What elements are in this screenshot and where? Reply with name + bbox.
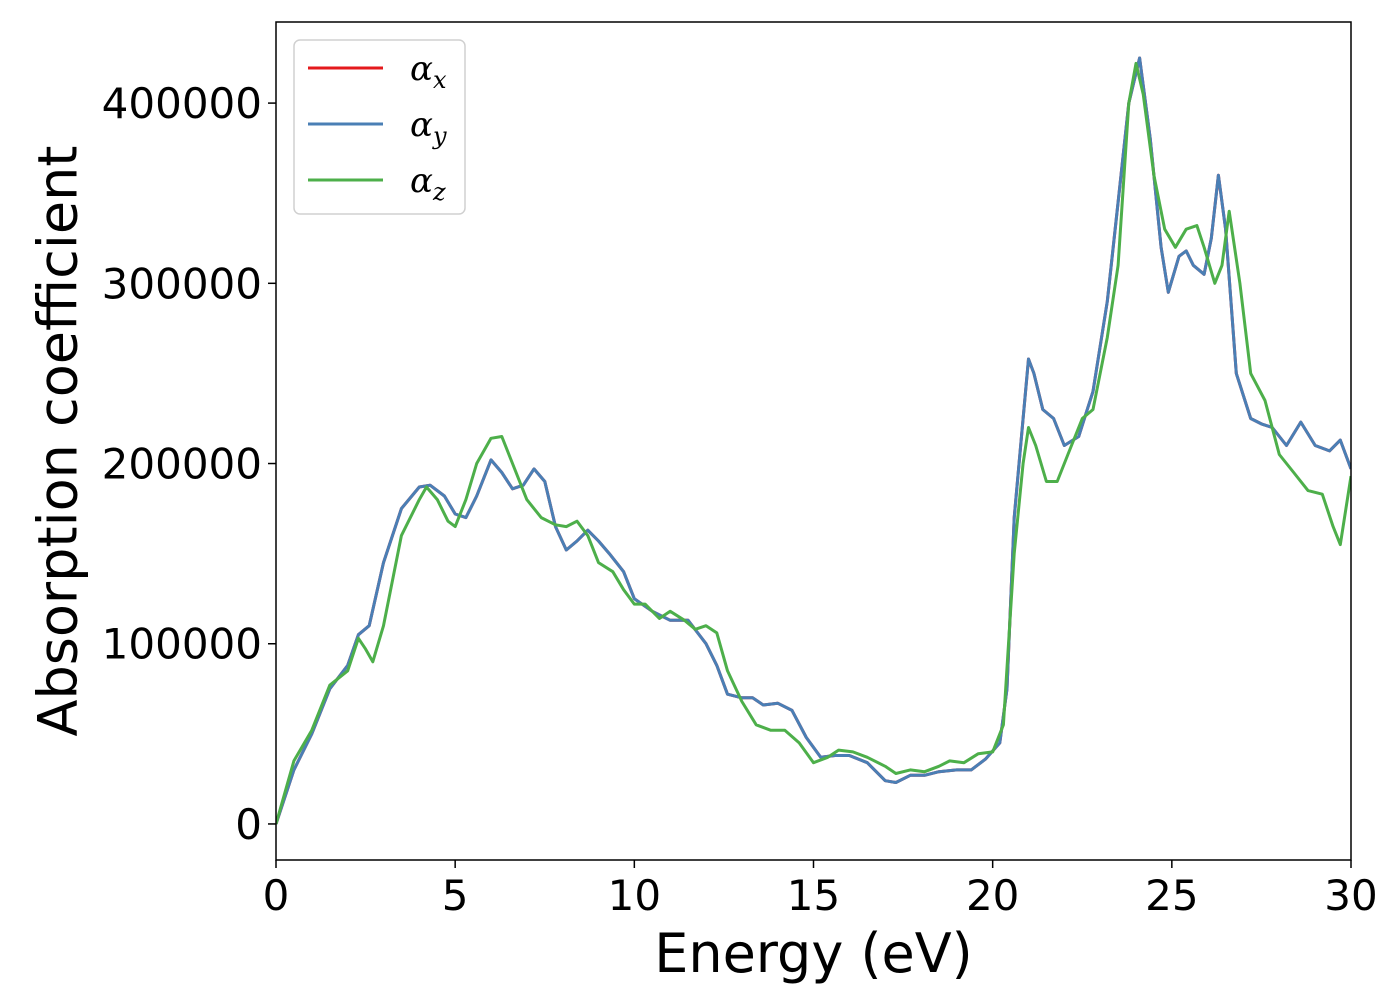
legend-label-x: αx	[410, 49, 447, 94]
legend-subscript: z	[432, 178, 446, 206]
legend-subscript: y	[432, 122, 447, 150]
legend-subscript: x	[433, 66, 447, 94]
x-tick-label: 20	[966, 871, 1019, 920]
legend-symbol: α	[410, 105, 433, 145]
series-line-y	[276, 56, 1351, 825]
legend-symbol: α	[410, 49, 433, 89]
y-tick-label: 100000	[102, 620, 262, 669]
series-layer	[276, 56, 1351, 825]
legend-label-z: αz	[410, 161, 446, 206]
y-axis: 0 100000 200000 300000 400000	[102, 79, 276, 849]
x-tick-label: 10	[608, 871, 661, 920]
legend-label-y: αy	[410, 105, 447, 150]
y-tick-label: 400000	[102, 79, 262, 128]
x-tick-label: 15	[787, 871, 840, 920]
y-tick-label: 300000	[102, 259, 262, 308]
y-tick-label: 200000	[102, 440, 262, 489]
x-tick-label: 0	[263, 871, 290, 920]
legend-symbol: α	[410, 161, 433, 201]
x-tick-label: 30	[1324, 871, 1377, 920]
y-tick-label: 0	[235, 800, 262, 849]
x-axis-label: Energy (eV)	[654, 922, 973, 985]
x-tick-label: 25	[1145, 871, 1198, 920]
y-axis-label: Absorption coefficient	[27, 146, 90, 737]
x-axis: 0 5 10 15 20 25 30	[263, 860, 1378, 920]
x-tick-label: 5	[442, 871, 469, 920]
legend-box	[293, 39, 466, 215]
series-line-z	[276, 61, 1351, 825]
